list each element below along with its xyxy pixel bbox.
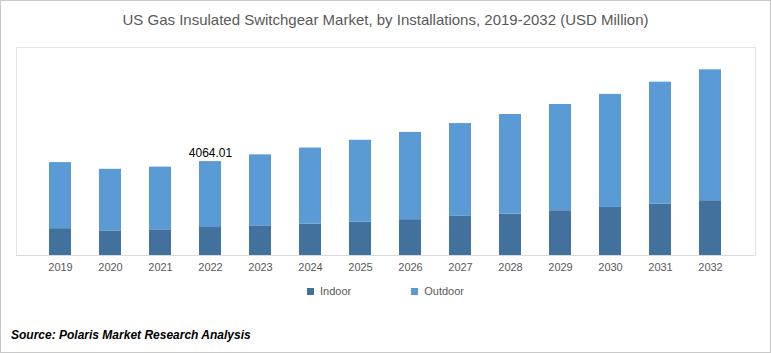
html-text:Outdoor: Outdoor [424, 285, 464, 297]
svg-text:2032: 2032 [698, 261, 722, 273]
svg-text:2026: 2026 [398, 261, 422, 273]
svg-text:2023: 2023 [248, 261, 272, 273]
svg-text:2030: 2030 [598, 261, 622, 273]
html-text:Source: Polaris Market Researc: Source: Polaris Market Research Analysis [11, 328, 251, 342]
svg-text:4064.01: 4064.01 [189, 146, 233, 160]
html-text:US Gas Insulated Switchgear Ma: US Gas Insulated Switchgear Market, by I… [122, 11, 649, 28]
svg-text:2024: 2024 [298, 261, 322, 273]
svg-text:2021: 2021 [148, 261, 172, 273]
svg-text:2029: 2029 [548, 261, 572, 273]
svg-text:2020: 2020 [98, 261, 122, 273]
svg-text:2022: 2022 [198, 261, 222, 273]
html-text:Indoor: Indoor [320, 285, 352, 297]
svg-text:2027: 2027 [448, 261, 472, 273]
svg-text:2019: 2019 [48, 261, 72, 273]
svg-text:2025: 2025 [348, 261, 372, 273]
svg-text:2028: 2028 [498, 261, 522, 273]
svg-text:2031: 2031 [648, 261, 672, 273]
